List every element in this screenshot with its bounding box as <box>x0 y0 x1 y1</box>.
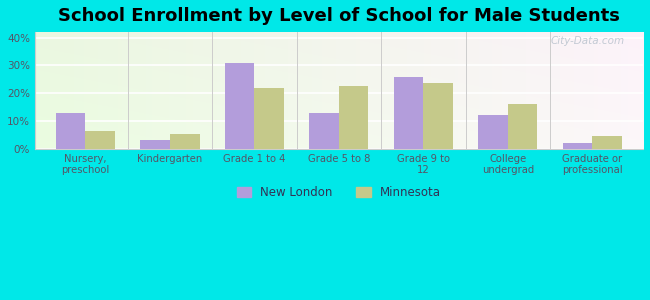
Bar <box>394 76 423 149</box>
Legend: New London, Minnesota: New London, Minnesota <box>232 181 446 204</box>
Bar <box>508 104 538 149</box>
Bar <box>254 88 284 149</box>
Bar <box>56 113 86 149</box>
Bar <box>140 140 170 149</box>
Bar <box>309 113 339 149</box>
Bar <box>563 143 592 149</box>
Bar <box>86 131 115 149</box>
Text: City-Data.com: City-Data.com <box>551 36 625 46</box>
Bar <box>592 136 622 149</box>
Bar <box>225 63 254 149</box>
Bar <box>423 83 453 149</box>
Bar <box>339 86 369 149</box>
Title: School Enrollment by Level of School for Male Students: School Enrollment by Level of School for… <box>58 7 620 25</box>
Bar <box>478 116 508 149</box>
Bar <box>170 134 200 149</box>
